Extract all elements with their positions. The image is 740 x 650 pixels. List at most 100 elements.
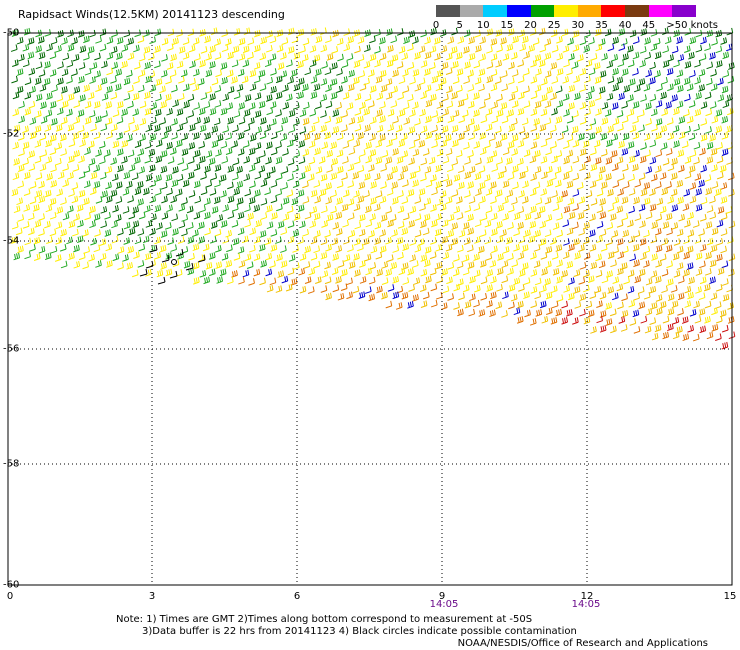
wind-barb-flag <box>495 38 498 44</box>
wind-barb <box>650 48 657 52</box>
wind-barb <box>532 137 540 141</box>
wind-barb-flag <box>555 222 558 229</box>
wind-barb-flag <box>227 125 230 131</box>
wind-barb-flag <box>624 68 627 75</box>
wind-barb-flag <box>216 125 219 131</box>
wind-barb-flag <box>649 78 652 84</box>
wind-barb-flag <box>161 166 164 173</box>
wind-barb-flag <box>380 140 383 146</box>
wind-barb-flag <box>292 198 295 205</box>
wind-barb-flag <box>435 134 438 140</box>
wind-barb-flag <box>267 60 270 66</box>
wind-barb-flag <box>15 109 18 115</box>
wind-barb-flag <box>123 61 126 67</box>
wind-barb-flag <box>457 109 460 116</box>
wind-barb <box>342 160 349 164</box>
wind-barb-flag <box>289 140 292 146</box>
wind-barb <box>398 50 406 54</box>
wind-barb-flag <box>646 37 649 43</box>
wind-barb-flag <box>535 124 538 130</box>
wind-barb <box>678 169 685 173</box>
wind-barb <box>397 225 405 229</box>
wind-barb <box>402 217 410 221</box>
wind-barb-flag <box>438 53 441 59</box>
wind-barb <box>633 89 641 93</box>
wind-barb-flag <box>717 188 720 195</box>
wind-barb <box>248 152 256 156</box>
wind-barb <box>425 104 432 108</box>
wind-barb-flag <box>519 158 522 164</box>
wind-barb-flag <box>156 125 159 131</box>
wind-barb-flag <box>520 92 523 98</box>
wind-barb-flag <box>259 126 262 132</box>
wind-barb-flag <box>599 87 602 93</box>
wind-barb-flag <box>106 93 109 99</box>
wind-barb-flag <box>293 125 296 131</box>
wind-barb-flag <box>363 149 366 155</box>
wind-barb <box>579 42 586 46</box>
wind-barb <box>90 66 97 70</box>
wind-barb <box>524 217 531 221</box>
wind-barb-flag <box>255 220 258 227</box>
wind-barb-flag <box>632 141 635 147</box>
wind-barb-flag <box>478 141 481 147</box>
wind-barb <box>612 72 619 76</box>
wind-barb <box>485 210 493 214</box>
wind-barb <box>721 90 729 94</box>
wind-barb-flag <box>345 92 348 98</box>
wind-barb-flag <box>196 117 199 123</box>
wind-barb-flag <box>441 115 444 121</box>
wind-barb-flag <box>616 36 619 42</box>
wind-barb <box>412 184 419 188</box>
wind-barb-flag <box>395 35 398 41</box>
wind-barb-flag <box>456 222 459 228</box>
wind-barb-flag <box>174 166 177 173</box>
wind-barb <box>616 81 623 85</box>
wind-barb-flag <box>307 196 310 202</box>
wind-barb-flag <box>120 52 123 58</box>
wind-barb-flag <box>96 213 99 220</box>
wind-barb <box>95 89 102 92</box>
wind-barb <box>84 152 91 156</box>
wind-barb <box>632 136 639 140</box>
wind-barb <box>210 177 217 181</box>
wind-barb-flag <box>428 213 431 219</box>
wind-barb <box>621 105 628 109</box>
wind-barb-flag <box>59 108 62 114</box>
wind-barb-flag <box>479 77 482 83</box>
wind-barb-flag <box>595 77 598 83</box>
wind-barb-flag <box>373 213 376 219</box>
wind-barb <box>412 73 419 77</box>
wind-barb <box>478 88 485 92</box>
wind-barb-flag <box>711 149 714 155</box>
wind-barb-flag <box>48 44 51 50</box>
wind-barb-flag <box>511 222 514 228</box>
wind-barb-flag <box>716 31 719 37</box>
wind-barb-flag <box>462 99 465 105</box>
wind-barb-flag <box>115 92 118 98</box>
wind-barb-flag <box>208 35 211 41</box>
wind-barb <box>57 82 64 86</box>
wind-barb <box>17 185 24 189</box>
wind-barb <box>595 48 602 52</box>
wind-barb-flag <box>578 134 581 140</box>
wind-barb-flag <box>272 53 275 60</box>
wind-barb-flag <box>198 222 201 229</box>
wind-barb-flag <box>92 140 95 146</box>
wind-barb-flag <box>498 205 501 211</box>
wind-barb <box>22 146 30 150</box>
wind-barb-flag <box>240 165 243 172</box>
wind-barb <box>290 73 298 77</box>
wind-barb-flag <box>676 45 679 52</box>
wind-barb-flag <box>417 148 420 155</box>
wind-barb <box>428 161 436 165</box>
wind-barb-flag <box>446 93 449 100</box>
wind-barb-flag <box>516 134 519 140</box>
wind-barb-flag <box>146 205 149 212</box>
wind-barb-flag <box>88 47 91 53</box>
wind-barb-flag <box>224 204 227 211</box>
wind-barb-flag <box>516 213 519 219</box>
wind-barb <box>247 56 254 60</box>
wind-barb-flag <box>410 189 413 195</box>
wind-barb-flag <box>697 92 700 98</box>
